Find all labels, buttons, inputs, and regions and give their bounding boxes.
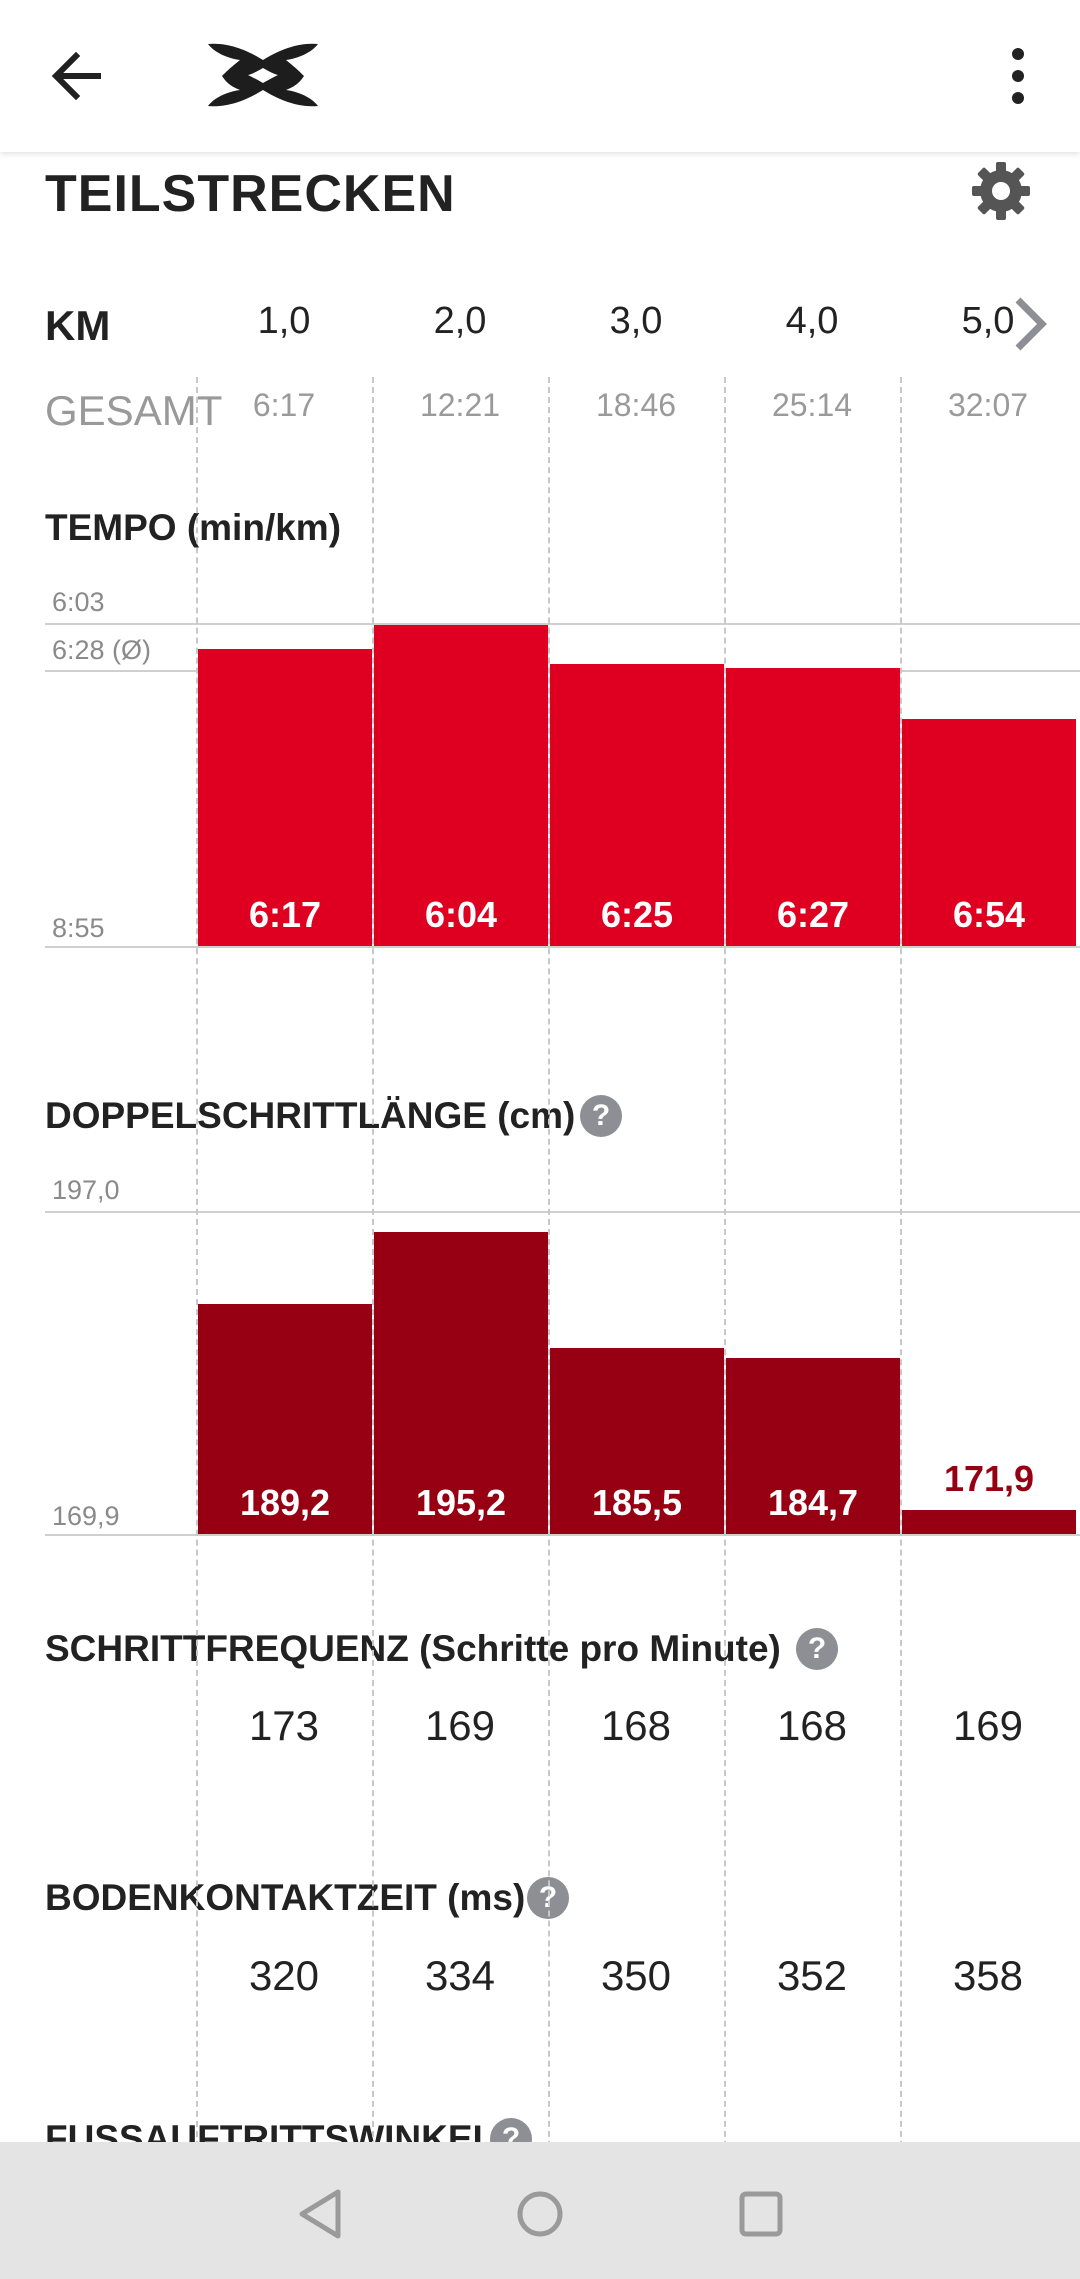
chart-bar (374, 625, 548, 946)
tempo-axis-bottom: 8:55 (52, 913, 105, 943)
km-label: KM (45, 302, 111, 349)
column-divider (196, 377, 198, 2142)
foot-strike-title: FUSSAUFTRITTSWINKEL (45, 2118, 496, 2142)
total-time: 6:17 (252, 387, 316, 423)
cadence-value: 173 (248, 1702, 320, 1749)
ground-contact-value: 320 (248, 1952, 320, 1999)
chart-bar (902, 719, 1076, 946)
ground-contact-value: 352 (776, 1952, 848, 1999)
triangle-back-icon (299, 2189, 341, 2239)
total-time: 25:14 (771, 387, 853, 423)
stride-axis-top: 197,0 (52, 1175, 120, 1205)
bar-value-label: 189,2 (239, 1482, 331, 1523)
arrow-left-icon (51, 51, 101, 101)
bar-value-label: 185,5 (591, 1482, 683, 1523)
cadence-value: 168 (600, 1702, 672, 1749)
chart-bar (902, 1510, 1076, 1534)
km-value: 4,0 (785, 300, 839, 342)
chevron-right-icon (1015, 297, 1047, 351)
ground-contact-value: 334 (424, 1952, 496, 1999)
more-vertical-icon (1012, 48, 1024, 104)
chart-bar (198, 649, 372, 946)
chart-bar (726, 668, 900, 946)
km-value: 3,0 (609, 300, 663, 342)
chart-bar (550, 1348, 724, 1534)
stride-help-icon[interactable]: ? (580, 1095, 622, 1137)
more-options-button[interactable] (996, 40, 1040, 112)
ground-contact-value: 358 (952, 1952, 1024, 1999)
ground-contact-value: 350 (600, 1952, 672, 1999)
square-recents-icon (739, 2191, 783, 2237)
km-value: 1,0 (257, 300, 311, 342)
bar-value-label: 6:17 (248, 894, 322, 935)
tempo-axis-top: 6:03 (52, 587, 105, 617)
nav-recents-button[interactable] (730, 2184, 790, 2244)
km-value: 2,0 (433, 300, 487, 342)
bar-value-label: 6:04 (424, 894, 498, 935)
gear-icon (972, 162, 1030, 220)
back-button[interactable] (40, 40, 120, 112)
under-armour-logo (200, 38, 326, 110)
tempo-axis-avg: 6:28 (Ø) (52, 635, 152, 665)
cadence-help-icon[interactable]: ? (796, 1628, 838, 1670)
chart-bar (198, 1304, 372, 1534)
cadence-value: 169 (424, 1702, 496, 1749)
chart-bar (726, 1358, 900, 1534)
bar-value-label: 6:27 (776, 894, 850, 935)
total-time: 18:46 (595, 387, 677, 423)
bar-value-label: 6:54 (952, 894, 1026, 935)
bar-value-label: 195,2 (415, 1482, 507, 1523)
bar-value-label: 184,7 (767, 1482, 859, 1523)
column-divider (548, 377, 550, 2142)
cadence-value: 168 (776, 1702, 848, 1749)
splits-content[interactable]: TEILSTRECKEN KM GESAMT 1,0 2,0 3,0 4,0 5… (0, 152, 1080, 2142)
stride-top-gridline (45, 1211, 1080, 1213)
stride-axis-bottom: 169,9 (52, 1501, 120, 1531)
tempo-baseline (45, 946, 1080, 948)
cadence-value: 169 (952, 1702, 1024, 1749)
bar-value-label: 171,9 (943, 1458, 1035, 1499)
total-time: 12:21 (419, 387, 501, 423)
nav-back-button[interactable] (290, 2184, 350, 2244)
nav-home-button[interactable] (510, 2184, 570, 2244)
total-time: 32:07 (947, 387, 1029, 423)
column-divider (724, 377, 726, 2142)
app-bar (0, 0, 1080, 152)
chart-bar (550, 664, 724, 946)
circle-home-icon (517, 2191, 563, 2237)
bar-value-label: 6:25 (600, 894, 674, 935)
ground-contact-title: BODENKONTAKTZEIT (ms) (45, 1877, 526, 1918)
cadence-title: SCHRITTFREQUENZ (Schritte pro Minute) (45, 1628, 781, 1669)
tempo-title: TEMPO (min/km) (45, 507, 342, 548)
chart-bar (374, 1232, 548, 1534)
column-divider (900, 377, 902, 2142)
settings-button[interactable] (970, 160, 1032, 222)
km-value: 5,0 (961, 300, 1015, 342)
tempo-top-gridline (45, 623, 1080, 625)
stride-baseline (45, 1534, 1080, 1536)
stride-title: DOPPELSCHRITTLÄNGE (cm) (45, 1095, 576, 1136)
total-label: GESAMT (45, 387, 223, 434)
next-splits-button[interactable] (1010, 294, 1050, 354)
system-nav-bar (0, 2142, 1080, 2279)
foot-strike-help-icon[interactable]: ? (490, 2118, 532, 2142)
section-title: TEILSTRECKEN (45, 165, 456, 223)
column-divider (372, 377, 374, 2142)
